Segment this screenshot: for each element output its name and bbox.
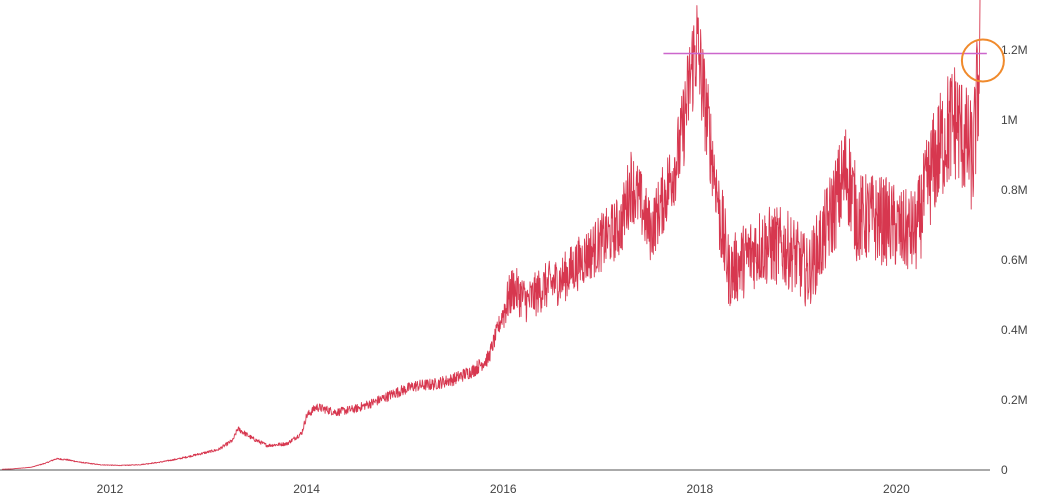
- x-tick-label: 2018: [686, 482, 713, 496]
- y-tick-label: 0.6M: [1001, 253, 1028, 267]
- y-tick-label: 1M: [1001, 113, 1018, 127]
- x-tick-label: 2016: [490, 482, 517, 496]
- x-tick-label: 2012: [97, 482, 124, 496]
- y-tick-label: 0.8M: [1001, 183, 1028, 197]
- y-tick-label: 0.4M: [1001, 323, 1028, 337]
- y-tick-label: 1.2M: [1001, 43, 1028, 57]
- x-tick-label: 2020: [883, 482, 910, 496]
- x-tick-label: 2014: [293, 482, 320, 496]
- series-line: [1, 0, 981, 470]
- y-tick-label: 0.2M: [1001, 393, 1028, 407]
- highlight-circle: [960, 38, 1005, 83]
- y-tick-label: 0: [1001, 463, 1008, 477]
